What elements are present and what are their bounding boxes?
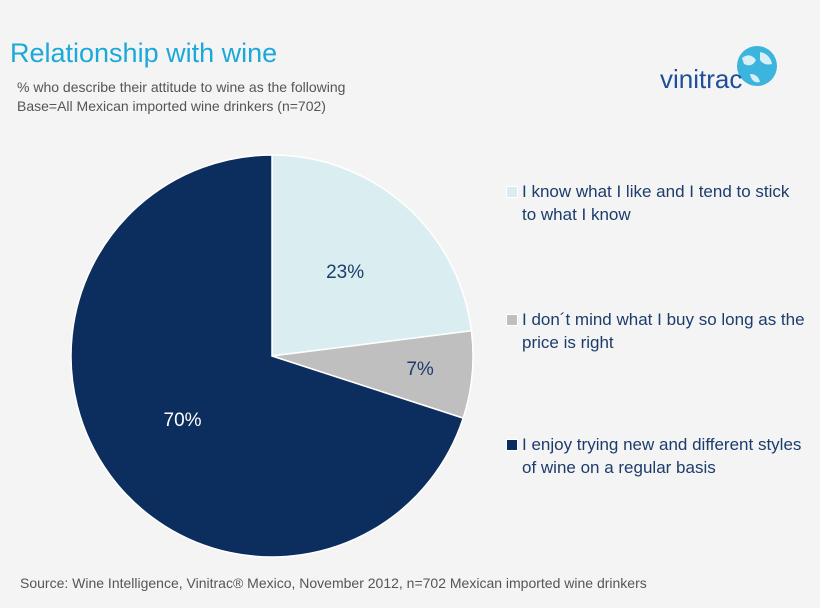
value-label: 7% [406,359,434,380]
subtitle: % who describe their attitude to wine as… [17,79,346,95]
legend-label: I enjoy trying new and different styles … [522,435,802,477]
legend-swatch [506,186,518,198]
base-note: Base=All Mexican imported wine drinkers … [17,98,326,114]
legend-label: I know what I like and I tend to stick t… [522,182,790,224]
legend-label: I don´t mind what I buy so long as the p… [522,310,805,352]
legend-swatch [506,439,518,451]
logo-globe [737,46,777,86]
value-label: 70% [164,410,202,431]
legend-swatch [506,314,518,326]
logo-text: vinitrac [660,64,743,94]
legend-item: I don´t mind what I buy so long as the p… [506,308,806,354]
value-label: 23% [326,262,364,283]
pie-slice [70,154,465,558]
chart-title: Relationship with wine [10,38,278,68]
legend-item: I enjoy trying new and different styles … [506,433,806,479]
pie-slice [271,154,473,357]
source-note: Source: Wine Intelligence, Vinitrac® Mex… [20,575,647,591]
legend-item: I know what I like and I tend to stick t… [506,180,806,226]
